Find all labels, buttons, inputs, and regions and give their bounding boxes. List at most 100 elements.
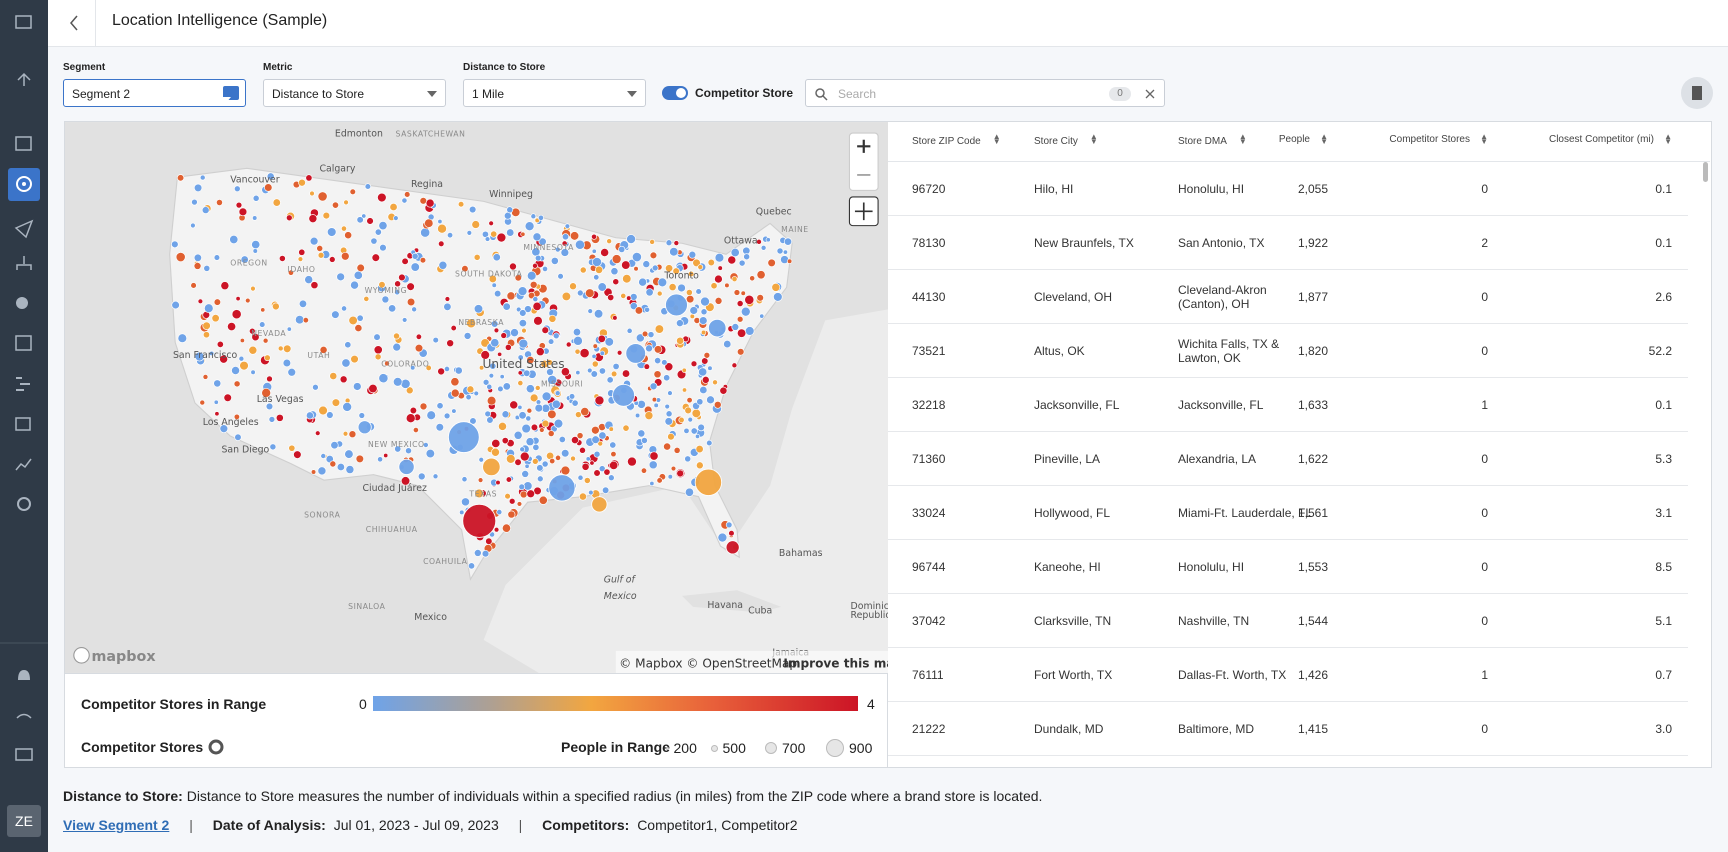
- improve-map[interactable]: Improve this map: [783, 656, 888, 670]
- store-dot: [389, 202, 398, 212]
- row-border: [888, 215, 1688, 216]
- icon[interactable]: [16, 377, 30, 391]
- icon[interactable]: [15, 335, 32, 351]
- store-dot: [612, 278, 620, 286]
- store-dot: [506, 454, 516, 464]
- avatar[interactable]: [7, 805, 41, 837]
- date-label: Date of Analysis:: [212, 817, 326, 833]
- icon[interactable]: [18, 670, 30, 680]
- column-header[interactable]: Store ZIP Code ▲ ▼: [912, 132, 1022, 148]
- sort-icon[interactable]: ▲ ▼: [1664, 132, 1672, 146]
- table-cell: Jacksonville, FL: [1034, 378, 1164, 432]
- map-label: United States: [483, 357, 565, 371]
- store-dot: [656, 290, 663, 297]
- row-border: [888, 485, 1688, 486]
- segment-link[interactable]: View Segment 2: [63, 817, 170, 833]
- cell-text: Cleveland, OH: [1034, 290, 1113, 304]
- zoom-control[interactable]: [848, 132, 879, 191]
- store-dot: [690, 427, 698, 435]
- store-dot: [491, 282, 497, 288]
- filter-select[interactable]: Segment 2: [63, 79, 246, 107]
- store-dot: [432, 473, 439, 480]
- download-button[interactable]: [1681, 77, 1713, 109]
- sort-icon[interactable]: ▲ ▼: [1089, 132, 1098, 146]
- page-title: Location Intelligence (Sample): [112, 12, 328, 29]
- table-cell: 1,561: [1228, 486, 1328, 540]
- store-dot: [352, 382, 362, 391]
- store-dot: [505, 476, 512, 483]
- store-dot: [481, 549, 490, 558]
- store-dot: [664, 403, 670, 410]
- column-header[interactable]: People ▲ ▼: [1228, 132, 1328, 146]
- toggle[interactable]: [662, 86, 688, 100]
- icon[interactable]: [17, 497, 31, 511]
- scrollbar[interactable]: [1703, 162, 1708, 182]
- store-dot: [466, 230, 473, 236]
- icon[interactable]: [14, 219, 34, 239]
- store-dot: [612, 362, 620, 370]
- sort-icon[interactable]: ▲ ▼: [1238, 132, 1247, 146]
- store-dot: [368, 383, 378, 394]
- icon[interactable]: [16, 256, 32, 270]
- icon[interactable]: [16, 297, 28, 309]
- table-cell: 33024: [912, 486, 1022, 540]
- clear-button[interactable]: [1144, 88, 1156, 100]
- icon[interactable]: [15, 136, 32, 151]
- filter-select[interactable]: Distance to Store: [263, 79, 446, 107]
- store-dot: [786, 258, 793, 264]
- filter-select[interactable]: 1 Mile: [463, 79, 646, 107]
- store-dot: [414, 343, 424, 353]
- store-dot: [326, 227, 337, 237]
- store-dot: [538, 237, 547, 246]
- store-dot: [251, 333, 260, 342]
- icon[interactable]: [15, 458, 32, 471]
- store-dot: [649, 251, 658, 260]
- header-border: [888, 161, 1710, 162]
- store-dot: [621, 369, 631, 378]
- map-label: Quebec: [756, 207, 792, 218]
- legend-min: 0: [359, 696, 367, 712]
- store-dot: [331, 201, 340, 209]
- store-dot: [640, 437, 648, 444]
- column-header[interactable]: Store DMA ▲ ▼: [1178, 132, 1318, 148]
- sort-icon[interactable]: ▲ ▼: [1320, 132, 1328, 146]
- column-title: Store ZIP Code: [912, 136, 981, 147]
- store-dot: [248, 345, 258, 355]
- store-dot: [419, 197, 428, 205]
- icon[interactable]: [15, 417, 31, 431]
- icon[interactable]: [15, 15, 32, 29]
- store-dot: [392, 377, 403, 387]
- cell-text: 21222: [912, 722, 946, 736]
- store-dot: [534, 403, 544, 413]
- store-dot: [626, 327, 633, 334]
- column-header[interactable]: Store City ▲ ▼: [1034, 132, 1164, 148]
- store-dot: [410, 262, 420, 272]
- store-dot: [638, 277, 648, 287]
- search-input[interactable]: Search 0: [805, 79, 1165, 107]
- dropdown-button[interactable]: [221, 86, 239, 103]
- store-dot: [265, 402, 274, 411]
- sort-icon[interactable]: ▲ ▼: [1480, 132, 1488, 146]
- icon[interactable]: [16, 713, 32, 719]
- store-dot: [356, 263, 365, 273]
- column-header[interactable]: Closest Competitor (mi) ▲ ▼: [1512, 132, 1672, 146]
- store-dot: [684, 455, 692, 463]
- store-dot: [404, 191, 411, 198]
- column-header[interactable]: Competitor Stores ▲ ▼: [1358, 132, 1488, 146]
- icon[interactable]: [15, 748, 33, 761]
- store-dot: [564, 223, 571, 229]
- store-dot: [585, 288, 595, 298]
- store-dot: [643, 363, 651, 370]
- store-dot: [572, 327, 582, 337]
- store-dot: [579, 446, 586, 454]
- store-dot: [422, 442, 429, 448]
- store-dot: [532, 458, 539, 465]
- store-dot: [461, 497, 470, 507]
- sort-icon[interactable]: ▲ ▼: [992, 132, 1001, 146]
- cuba: [681, 590, 782, 613]
- back-button[interactable]: [64, 12, 84, 34]
- icon[interactable]: [17, 72, 31, 86]
- store-dot: [644, 306, 651, 313]
- map-label: Dominican: [851, 601, 888, 612]
- store-dot: [490, 230, 498, 238]
